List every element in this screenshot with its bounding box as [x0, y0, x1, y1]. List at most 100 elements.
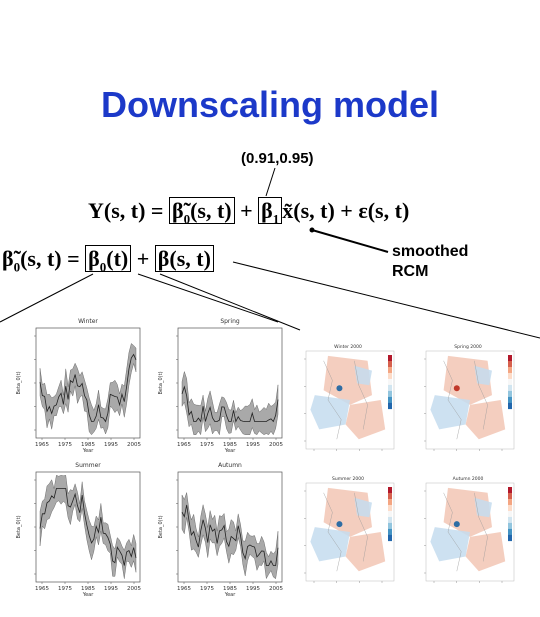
map-colorbar-cell — [388, 534, 392, 542]
map-panel-title: Summer 2000 — [332, 476, 364, 482]
map-colorbar-cell — [388, 504, 392, 512]
map-region — [430, 527, 470, 562]
map-colorbar-cell — [508, 534, 512, 542]
ts-panel-autumn: Autumn 1965 1975 1985 1995 2005 Year Beta_0(t) — [158, 462, 283, 598]
rcm-pointer-dot — [309, 227, 315, 233]
map-colorbar-cell — [508, 528, 512, 536]
map-colorbar-cell — [508, 378, 512, 386]
ts-xtick-label: 2005 — [127, 586, 141, 592]
map-colorbar-cell — [508, 355, 512, 362]
map-hotspot — [336, 385, 343, 392]
map-colorbar-cell — [508, 372, 512, 380]
map-colorbar-cell — [388, 372, 392, 380]
ts-confidence-band — [181, 492, 279, 580]
map-region — [474, 497, 492, 518]
betast-right-line — [232, 261, 540, 339]
map-boundary — [474, 360, 488, 430]
smoothed-rcm-line2: RCM — [392, 263, 429, 280]
map-colorbar-cell — [508, 510, 512, 518]
ts-xtick-label: 1975 — [200, 586, 214, 592]
ts-xtick-label: 1985 — [223, 442, 237, 448]
smoothed-rcm-line1: smoothed — [392, 243, 469, 260]
equation-main: Y(s, t) = β̃0(s, t) + β1 x̃(s, t) + ε(s, … — [88, 197, 410, 227]
map-colorbar-cell — [508, 384, 512, 392]
ts-series-line — [181, 504, 279, 566]
map-colorbar-cell — [508, 390, 512, 398]
ts-xtick-label: 1995 — [104, 442, 118, 448]
map-colorbar-cell — [388, 522, 392, 530]
beta0-t-box: β0(t) — [85, 245, 132, 274]
map-colorbar-cell — [388, 516, 392, 524]
ts-xtick-label: 1965 — [35, 442, 49, 448]
ts-series-line — [39, 488, 137, 566]
map-colorbar-cell — [508, 402, 512, 410]
ts-panel-title: Spring — [220, 318, 240, 325]
map-colorbar-cell — [508, 360, 512, 368]
map-colorbar-cell — [388, 384, 392, 392]
map-colorbar-cell — [388, 498, 392, 506]
map-colorbar-cell — [508, 492, 512, 500]
ts-xtick-label: 2005 — [269, 586, 283, 592]
map-panel-title: Winter 2000 — [334, 344, 362, 350]
smoothed-rcm-annotation: smoothed RCM — [392, 242, 468, 282]
timeseries-grid: Winter 1965 1975 1985 1995 2005 Year Beta_0(t) S… — [0, 312, 290, 612]
beta0t-left-line — [0, 273, 94, 323]
betast-left-line — [159, 273, 301, 331]
map-colorbar-cell — [388, 378, 392, 386]
map-colorbar-cell — [508, 504, 512, 512]
ts-xtick-label: 1995 — [246, 442, 260, 448]
ts-xtick-label: 1995 — [246, 586, 260, 592]
map-colorbar-cell — [388, 528, 392, 536]
ts-confidence-band — [39, 343, 137, 436]
map-colorbar-cell — [508, 487, 512, 494]
beta0t-right-line — [137, 273, 279, 323]
map-panel-2: Summer 2000 — [304, 476, 395, 583]
annotation-pointer-line — [265, 167, 276, 197]
map-boundary — [354, 492, 368, 562]
ts-xtick-label: 1965 — [177, 586, 191, 592]
map-colorbar-cell — [388, 492, 392, 500]
ts-confidence-band — [181, 370, 279, 436]
map-hotspot — [336, 521, 343, 528]
map-colorbar-cell — [508, 498, 512, 506]
map-colorbar-cell — [388, 487, 392, 494]
ts-xtick-label: 2005 — [127, 442, 141, 448]
ts-confidence-band — [39, 475, 137, 579]
map-region — [465, 532, 506, 572]
rcm-pointer-line — [311, 229, 389, 253]
map-boundary — [443, 492, 462, 572]
map-region — [345, 400, 386, 440]
map-colorbar-cell — [388, 390, 392, 398]
equation-decomposition: β̃0(s, t) = β0(t) + β(s, t) — [2, 245, 214, 275]
ts-xlabel: Year — [82, 448, 95, 454]
ts-xtick-label: 1985 — [81, 586, 95, 592]
ts-series-line — [181, 385, 279, 423]
map-colorbar-cell — [508, 366, 512, 374]
beta0-tilde-box: β̃0(s, t) — [168, 197, 235, 226]
ts-panel-title: Autumn — [218, 462, 242, 469]
map-panel-3: Autumn 2000 — [424, 476, 515, 583]
ts-panel-summer: Summer 1965 1975 1985 1995 2005 Year Beta_0(t) — [16, 462, 141, 598]
ts-panel-spring: Spring 1965 1975 1985 1995 2005 Year Beta_0(t) — [158, 318, 283, 454]
map-colorbar-cell — [388, 402, 392, 410]
maps-svg: Winter 2000 Spring 2000 Summer 2000 Autumn … — [304, 344, 515, 583]
ts-xlabel: Year — [82, 592, 95, 598]
ts-xtick-label: 1985 — [81, 442, 95, 448]
map-colorbar-cell — [508, 522, 512, 530]
map-region — [354, 497, 372, 518]
map-region — [310, 395, 350, 430]
map-panel-0: Winter 2000 — [304, 344, 395, 451]
map-boundary — [323, 492, 342, 572]
map-boundary — [474, 492, 488, 562]
ts-xtick-label: 2005 — [269, 442, 283, 448]
map-region — [310, 527, 350, 562]
map-boundary — [323, 360, 342, 440]
map-region — [354, 365, 372, 386]
map-hotspot — [453, 521, 460, 528]
ts-ylabel: Beta_0(t) — [16, 371, 22, 394]
ts-panel-title: Summer — [75, 462, 101, 469]
ts-series-line — [39, 353, 137, 423]
ts-xlabel: Year — [224, 448, 237, 454]
map-colorbar-cell — [508, 396, 512, 404]
map-colorbar-cell — [388, 396, 392, 404]
